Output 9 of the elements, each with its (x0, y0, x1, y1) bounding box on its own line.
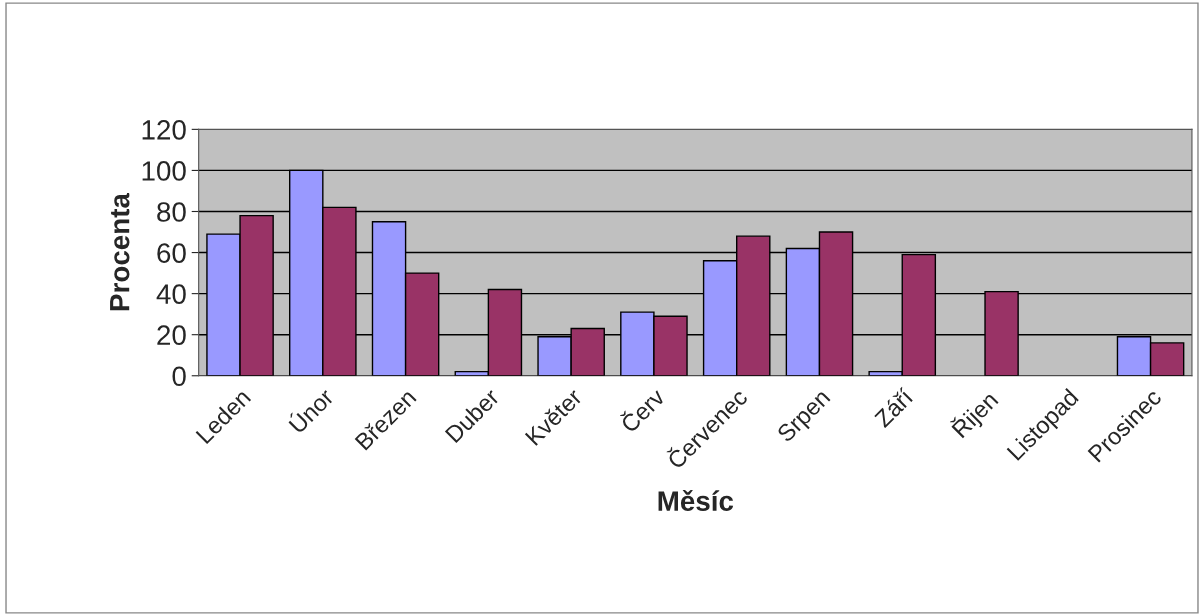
y-tick-label: 60 (157, 243, 186, 263)
y-tick-label: 0 (172, 366, 186, 387)
y-axis-title: Procenta (110, 192, 130, 311)
y-tick-label: 80 (157, 202, 186, 222)
y-tick-label: 40 (156, 284, 186, 304)
y-tick-label: 100 (142, 161, 186, 181)
x-axis-title: Měsíc (658, 489, 734, 511)
y-tick-label: 20 (157, 325, 186, 346)
y-tick-label: 120 (142, 120, 186, 140)
